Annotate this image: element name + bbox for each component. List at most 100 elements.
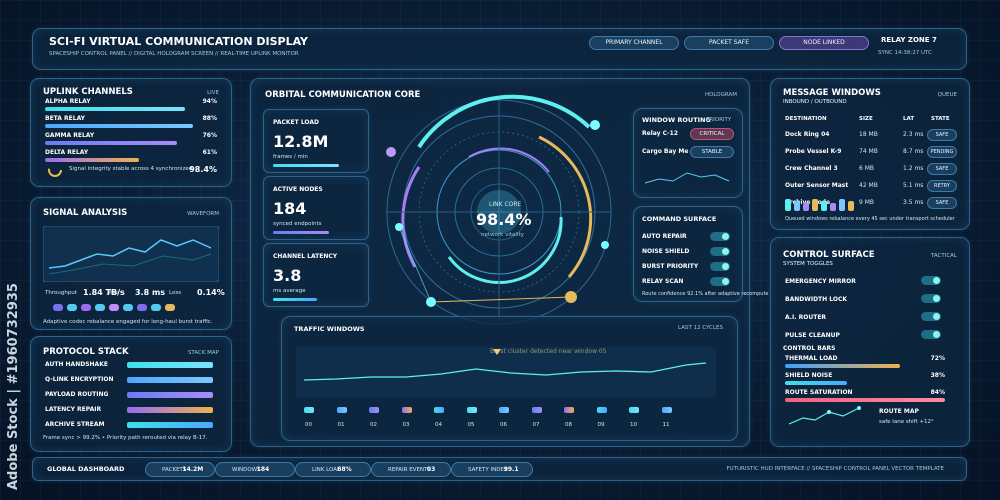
box-title: WINDOW ROUTING (642, 116, 711, 124)
panel-subtitle: SYSTEM TOGGLES (783, 261, 833, 267)
protocol-bar (127, 392, 213, 398)
footer-title: GLOBAL DASHBOARD (47, 465, 125, 473)
route-state: CRITICAL (690, 128, 734, 140)
command-toggle[interactable] (710, 262, 730, 271)
control-toggle[interactable] (921, 330, 941, 339)
watermark: Adobe Stock | #1960732935 (6, 283, 21, 490)
bar-value: 72% (930, 355, 945, 362)
stat-value: 184 (273, 199, 307, 218)
command-toggle[interactable] (710, 232, 730, 241)
relay-name: BETA RELAY (45, 115, 85, 122)
command-toggle[interactable] (710, 277, 730, 286)
command-toggle[interactable] (710, 247, 730, 256)
panel-tag: TACTICAL (930, 253, 957, 259)
pills (53, 304, 175, 311)
table-cell: 74 MB (859, 148, 878, 155)
control-toggle[interactable] (921, 312, 941, 321)
window-chip (596, 407, 607, 413)
sync: SYNC 14:38:27 UTC (878, 50, 932, 56)
orbital-core (386, 94, 612, 325)
table-cell: Dock Ring 04 (785, 131, 830, 138)
metric-label: Loss (169, 290, 182, 296)
relay-bar (45, 158, 139, 162)
column-header: LAT (903, 116, 915, 122)
protocol-item: ARCHIVE STREAM (45, 421, 105, 428)
core-value: 98.4% (476, 210, 532, 229)
bar-name: ROUTE SATURATION (785, 389, 853, 396)
protocol-bar (127, 407, 213, 413)
table-cell: 6 MB (859, 165, 875, 172)
footer-stat: LINK LOAD68% (295, 462, 371, 477)
column-header: STATE (931, 116, 950, 122)
window-label: 02 (370, 422, 377, 428)
stat-label: ACTIVE NODES (273, 186, 323, 193)
panel-title: PROTOCOL STACK (43, 347, 129, 357)
table-cell: Outer Sensor Mast (785, 182, 849, 189)
control-toggle[interactable] (921, 276, 941, 285)
window-label: 11 (662, 422, 670, 428)
footer-stat-label: PACKETS (162, 467, 187, 473)
relay-bar (45, 141, 177, 145)
column-header: SIZE (859, 116, 873, 122)
window-label: 08 (565, 422, 572, 428)
panel-title: MESSAGE WINDOWS (783, 88, 881, 98)
waveform (43, 226, 219, 282)
route-name: Cargo Bay Me (642, 148, 689, 155)
route-name: Relay C-12 (642, 130, 678, 137)
bar-name: THERMAL LOAD (785, 355, 838, 362)
title: SCI-FI VIRTUAL COMMUNICATION DISPLAY (49, 35, 309, 48)
footer-stat-value: 14.2M (182, 466, 204, 473)
window-chip (336, 407, 347, 413)
core-panel: ORBITAL COMMUNICATION CORE HOLOGRAM LINK… (250, 78, 768, 447)
table-cell: 42 MB (859, 182, 878, 189)
control-panel: CONTROL SURFACE SYSTEM TOGGLES TACTICAL … (770, 237, 970, 447)
window-chip (499, 407, 509, 413)
window-label: 00 (305, 422, 312, 428)
window-label: 06 (500, 422, 507, 428)
window-label: 01 (337, 422, 345, 428)
metric-value: 0.14% (197, 288, 225, 297)
stat-bar (273, 164, 339, 167)
footer-caption: FUTURISTIC HUD INTERFACE // SPACESHIP CO… (726, 466, 944, 472)
control-toggle-label: PULSE CLEANUP (785, 332, 840, 339)
footer-stat: WINDOWS184 (215, 462, 295, 477)
table-cell: 18 MB (859, 131, 878, 138)
note: Queued windows rebalance every 45 sec un… (785, 216, 955, 222)
traffic-box: TRAFFIC WINDOWS LAST 12 CYCLES Burst clu… (281, 316, 738, 441)
control-toggle[interactable] (921, 294, 941, 303)
metric-label: Jitter (107, 290, 121, 296)
window-chip (629, 407, 639, 413)
stat-box: ACTIVE NODES 184 synced endpoints (263, 176, 369, 240)
control-toggle-label: BANDWIDTH LOCK (785, 296, 848, 303)
footer-stat: REPAIR EVENTS03 (371, 462, 451, 477)
footer-stat: SAFETY INDEX99.1 (451, 462, 533, 477)
relay-bar (45, 107, 185, 111)
control-bar (785, 381, 847, 385)
map-title: ROUTE MAP (879, 408, 919, 415)
command-box: COMMAND SURFACE Route confidence 92.1% a… (633, 206, 768, 302)
uplink-panel: UPLINK CHANNELS LIVE Signal integrity st… (30, 78, 232, 187)
footer-stat-label: WINDOWS (232, 467, 261, 473)
footer-stat-value: 99.1 (503, 466, 519, 473)
queue-bar (794, 201, 800, 211)
relay-name: DELTA RELAY (45, 149, 89, 156)
zone: RELAY ZONE 7 (881, 36, 937, 44)
state-pill: SAFE (927, 129, 957, 141)
relay-value: 76% (202, 132, 217, 139)
queue-bar (821, 201, 827, 211)
protocol-bar (127, 362, 213, 368)
relay-name: GAMMA RELAY (45, 132, 95, 139)
window-chip (564, 407, 574, 413)
state-pill: SAFE (927, 197, 957, 209)
note: Adaptive codec rebalance engaged for lon… (43, 319, 213, 325)
metric-value: 1.84 TB/s (83, 288, 125, 297)
stat-value: 3.8 (273, 266, 302, 285)
note: Signal integrity stable across 4 synchro… (69, 166, 193, 172)
queue-bar (839, 199, 845, 211)
message-panel: MESSAGE WINDOWS INBOUND / OUTBOUND QUEUE… (770, 78, 970, 230)
metric-value: 3.8 ms (135, 288, 166, 297)
table-cell: 9 MB (859, 199, 875, 206)
window-chip (401, 407, 412, 413)
protocol-item: PAYLOAD ROUTING (45, 391, 109, 398)
